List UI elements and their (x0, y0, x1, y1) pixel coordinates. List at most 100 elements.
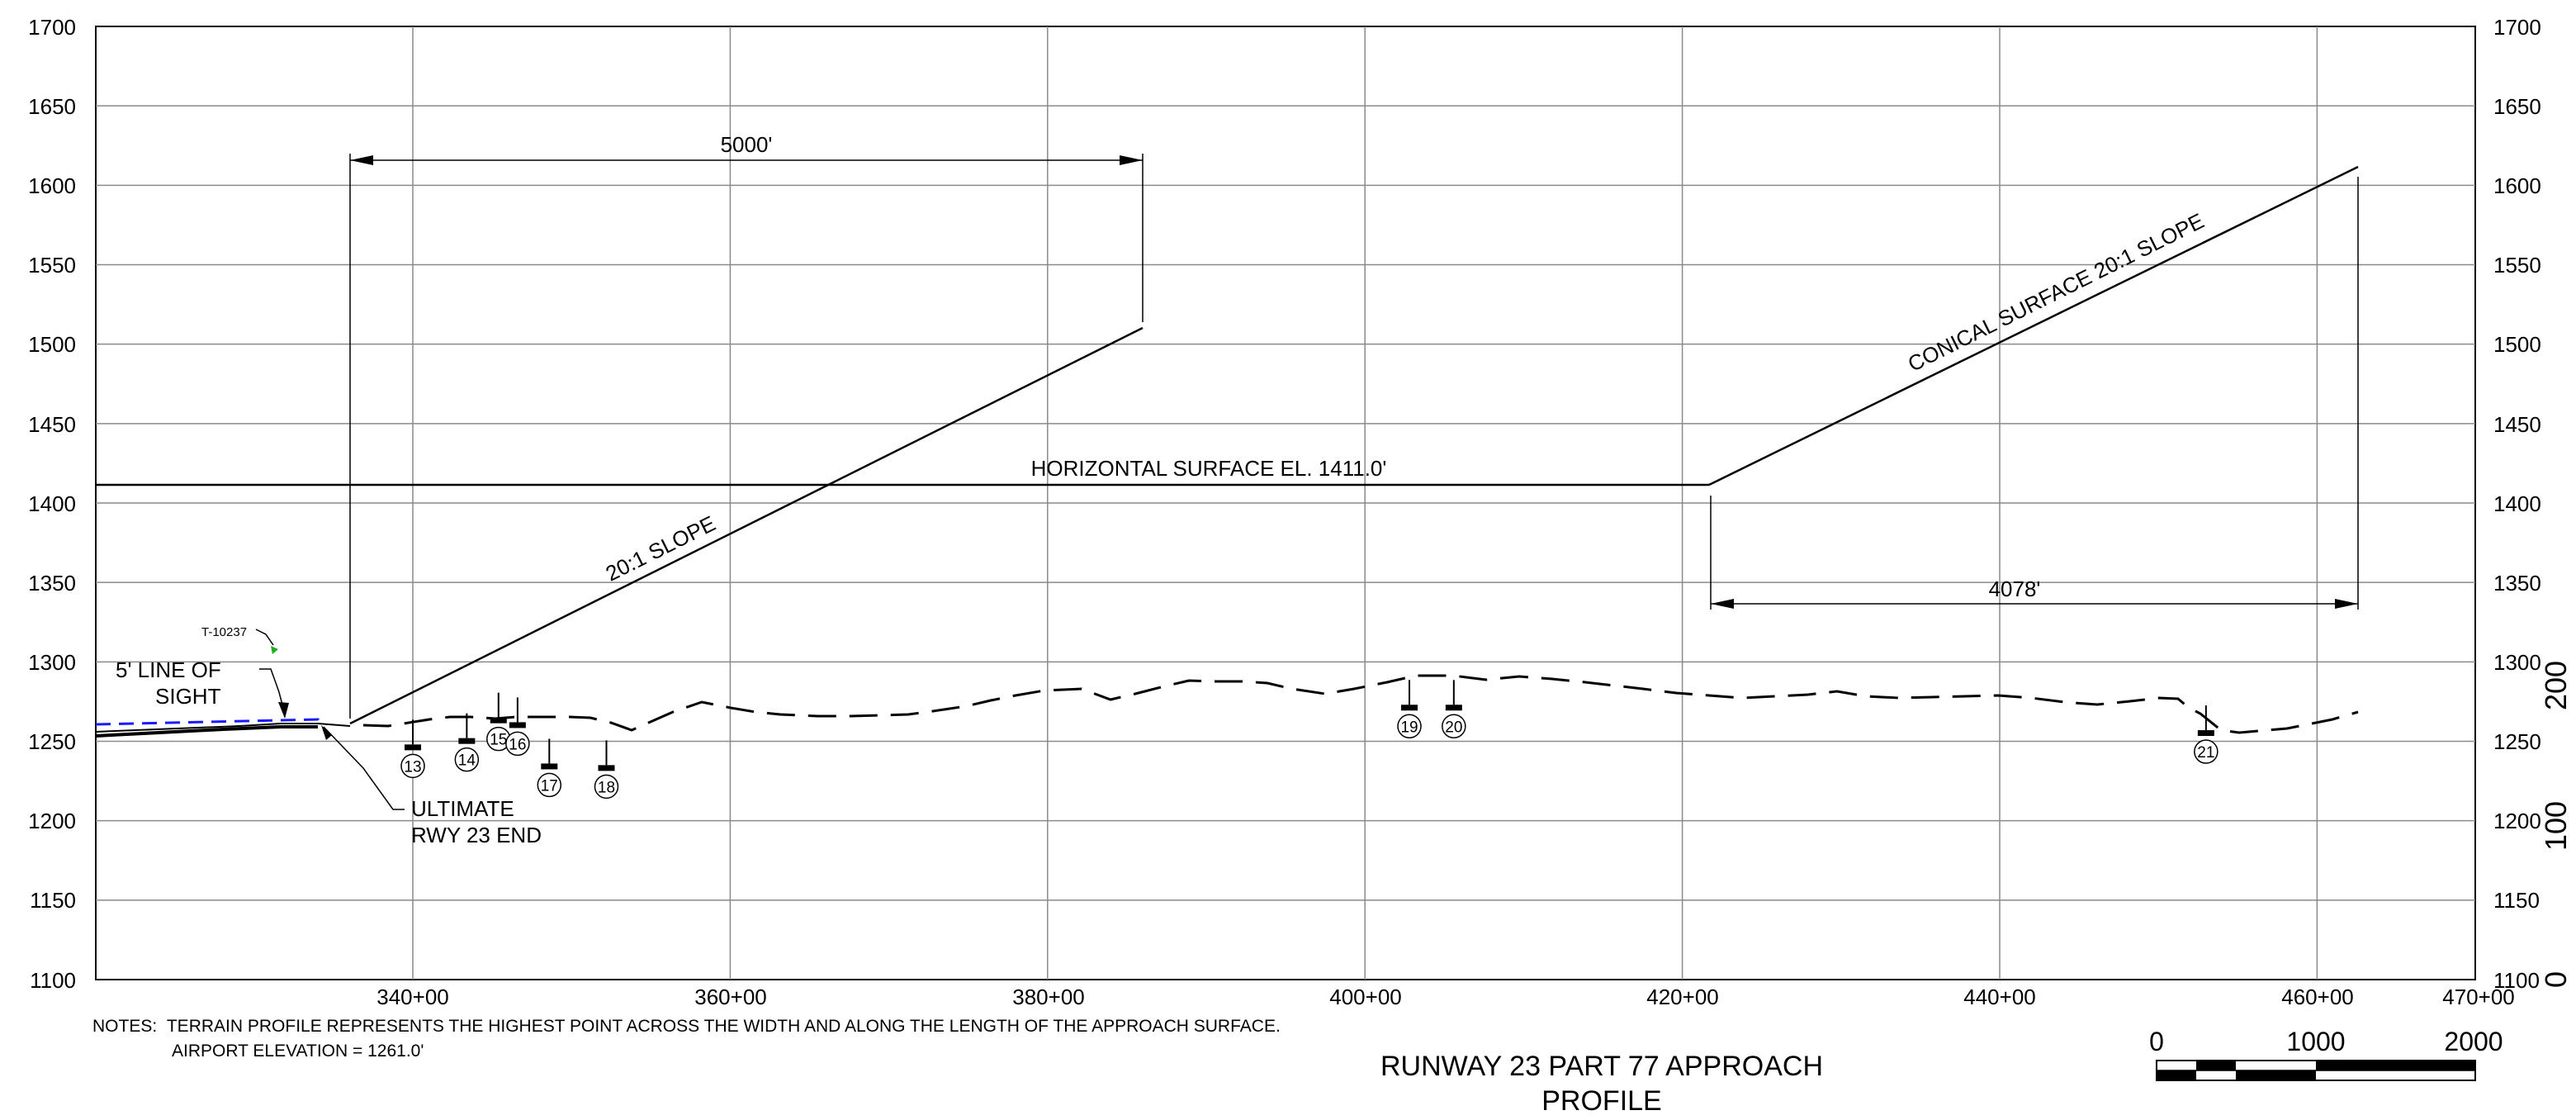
elev-tick-left-1600: 1600 (28, 173, 76, 198)
obstructions: 13 14 15 16 17 18 19 20 21 (400, 680, 2218, 800)
obstruction-circle (400, 753, 425, 779)
elev-tick-left-1350: 1350 (28, 571, 76, 596)
elev-tick-right-1650: 1650 (2493, 94, 2541, 119)
elev-tick-right-1150: 1150 (2493, 888, 2540, 913)
elev-tick-left-1300: 1300 (28, 650, 76, 675)
tag-leader (255, 629, 274, 646)
obstruction-base (1445, 705, 1462, 711)
elev-tick-left-1100: 1100 (30, 968, 76, 993)
obstruction-circle (1442, 714, 1466, 739)
dim-4078-arrow-left (1711, 599, 1734, 609)
callouts (255, 629, 405, 810)
obstruction-base (509, 722, 526, 728)
obstruction-circle (2194, 739, 2218, 764)
runway-end-label-1: ULTIMATE (411, 796, 514, 821)
dim-4078-arrow-right (2335, 599, 2358, 609)
scale-seg-4 (2316, 1061, 2475, 1070)
terrain-profile (362, 674, 2359, 734)
secondary-tick-0: 0 (2539, 971, 2573, 988)
dimension-4078 (1710, 177, 2359, 610)
drawing-title: RUNWAY 23 PART 77 APPROACH PROFILE (1354, 1049, 1849, 1118)
obstruction-base (405, 744, 421, 751)
conical-surface-line (1708, 165, 2359, 486)
runway-profile (95, 718, 351, 738)
station-tick-360: 360+00 (694, 985, 766, 1009)
obstruction-circle (1397, 714, 1422, 739)
obstruction-label: 21 (2197, 744, 2214, 762)
runway-ultimate-grade (95, 723, 351, 733)
obstruction-base (598, 765, 615, 771)
obstruction-label: 14 (458, 752, 476, 770)
elev-tick-left-1700: 1700 (28, 15, 76, 40)
scale-label-2000: 2000 (2444, 1027, 2503, 1056)
scale-label-1000: 1000 (2286, 1027, 2345, 1056)
obstruction-circle (537, 772, 562, 798)
scale-seg-3 (2236, 1070, 2316, 1080)
obstruction-13: 13 (400, 719, 425, 779)
elev-tick-right-1100: 1100 (2493, 968, 2540, 993)
elev-tick-right-1450: 1450 (2493, 412, 2541, 437)
obstruction-15: 15 (486, 692, 511, 752)
runway-existing-grade (95, 725, 318, 738)
obstruction-base (2197, 730, 2214, 737)
station-tick-460: 460+00 (2281, 985, 2353, 1009)
obstruction-label: 18 (598, 779, 615, 796)
tag-t10237-label: T-10237 (201, 625, 247, 639)
obstruction-label: 19 (1400, 719, 1418, 736)
obstruction-16: 16 (505, 697, 530, 757)
scale-seg-1 (2157, 1070, 2196, 1080)
notes-text-1: TERRAIN PROFILE REPRESENTS THE HIGHEST P… (166, 1017, 1281, 1036)
elev-tick-left-1650: 1650 (28, 94, 76, 119)
obstruction-label: 15 (490, 732, 507, 749)
elev-tick-right-1600: 1600 (2493, 173, 2541, 198)
dim-4078-label: 4078' (1989, 577, 2041, 601)
dim-5000-arrow-right (1120, 155, 1143, 165)
dimension-5000 (349, 154, 1144, 719)
obstruction-base (1401, 705, 1418, 711)
tag-marker (271, 646, 278, 654)
runway-end-leader (323, 726, 405, 810)
approach-slope-line (349, 326, 1144, 725)
terrain-dashed-line (362, 674, 2359, 734)
secondary-tick-200: 200 (2539, 661, 2573, 710)
horizontal-surface-label: HORIZONTAL SURFACE EL. 1411.0' (1031, 456, 1387, 481)
elev-tick-right-1550: 1550 (2493, 253, 2541, 278)
obstruction-circle (454, 747, 480, 772)
notes-block: NOTES: TERRAIN PROFILE REPRESENTS THE HI… (92, 1014, 1281, 1064)
elev-tick-right-1700: 1700 (2493, 15, 2541, 40)
elev-tick-left-1550: 1550 (28, 253, 76, 278)
station-tick-420: 420+00 (1646, 985, 1718, 1009)
notes-label: NOTES: (92, 1017, 158, 1036)
line-of-sight-label-1: 5' LINE OF (116, 657, 221, 682)
notes-line-1: NOTES: TERRAIN PROFILE REPRESENTS THE HI… (92, 1014, 1281, 1039)
station-tick-440: 440+00 (1963, 985, 2035, 1009)
station-tick-380: 380+00 (1012, 985, 1084, 1009)
obstruction-base (458, 738, 476, 744)
scale-seg-2 (2196, 1061, 2236, 1070)
runway-end-label-2: RWY 23 END (411, 823, 542, 847)
obstruction-label: 17 (541, 777, 558, 795)
dim-5000-arrow-left (350, 155, 373, 165)
elev-tick-left-1450: 1450 (28, 412, 76, 437)
runway-end-arrow (321, 725, 332, 740)
scale-bar: 0 1000 2000 (2149, 1027, 2503, 1081)
drawing-title-line-2: PROFILE (1541, 1085, 1662, 1117)
line-of-sight-label-2: SIGHT (155, 684, 221, 709)
obstruction-17: 17 (537, 738, 562, 798)
obstruction-19: 19 (1397, 680, 1422, 739)
elev-tick-left-1200: 1200 (28, 809, 76, 833)
drawing-title-line-1: RUNWAY 23 PART 77 APPROACH (1380, 1051, 1823, 1082)
elev-tick-left-1400: 1400 (28, 491, 76, 516)
elev-tick-left-1150: 1150 (30, 888, 76, 913)
elev-tick-right-1500: 1500 (2493, 332, 2541, 357)
grid (96, 26, 2475, 980)
notes-text-2: AIRPORT ELEVATION = 1261.0' (172, 1042, 424, 1061)
obstruction-label: 13 (404, 758, 421, 776)
line-of-sight-arrow (278, 702, 289, 719)
obstruction-21: 21 (2194, 705, 2218, 764)
elev-tick-right-1300: 1300 (2493, 650, 2541, 675)
obstruction-20: 20 (1442, 680, 1466, 739)
elev-tick-left-1250: 1250 (28, 729, 76, 754)
obstruction-14: 14 (454, 713, 480, 772)
